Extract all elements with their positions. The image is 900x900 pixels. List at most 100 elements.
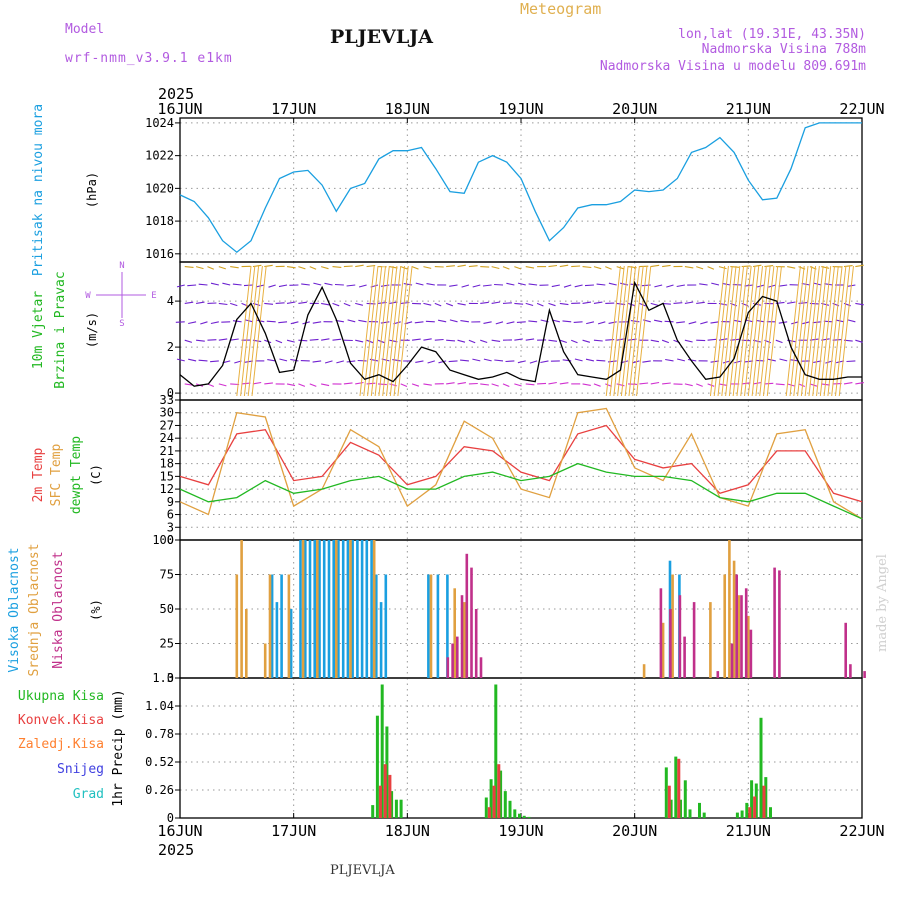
wind-arrow <box>775 339 783 344</box>
bar <box>375 715 379 818</box>
wind-arrow <box>184 266 194 268</box>
y-tick-label: 0 <box>167 386 174 400</box>
wind-arrow <box>472 358 481 362</box>
bar <box>730 643 734 678</box>
wind-arrow <box>661 339 669 344</box>
wind-arrow <box>343 302 351 307</box>
wind-arrow <box>355 381 364 385</box>
wind-arrow <box>506 282 515 286</box>
wind-arrow <box>855 382 864 385</box>
wind-gust-arrow <box>823 265 839 397</box>
wind-arrow <box>688 321 697 325</box>
wind-gust-arrow <box>393 265 409 397</box>
y-tick-label: 33 <box>160 393 174 407</box>
wind-arrow <box>843 265 853 268</box>
wind-arrow <box>252 381 262 385</box>
y-tick-label: 1018 <box>145 214 174 228</box>
wind-arrow <box>517 282 526 286</box>
wind-arrow <box>425 320 435 323</box>
bar <box>716 671 720 678</box>
wind-arrow <box>802 321 811 325</box>
bar <box>659 588 663 678</box>
wind-arrow <box>855 264 864 268</box>
x-tick-label-bottom: 17JUN <box>271 822 316 840</box>
wind-label-2: Brzina i Pravac <box>53 271 68 388</box>
wind-arrow <box>673 302 683 304</box>
wind-gust-arrow <box>613 265 629 397</box>
wind-arrow <box>593 301 603 304</box>
wind-arrow <box>514 266 522 270</box>
wind-gust-arrow <box>620 265 637 397</box>
wind-gust-arrow <box>240 265 256 397</box>
bar <box>479 657 483 678</box>
wind-arrow <box>605 266 612 270</box>
wind-arrow <box>684 339 693 343</box>
y-tick-label: 0 <box>167 671 174 685</box>
bar <box>740 595 743 678</box>
y-tick-label: 25 <box>160 637 174 651</box>
bar <box>394 799 398 818</box>
wind-arrow <box>666 284 674 288</box>
wind-arrow <box>846 360 856 363</box>
wind-arrow <box>843 382 853 385</box>
y-tick-label: 0.52 <box>145 755 174 769</box>
wind-arrow <box>495 321 504 325</box>
bar <box>764 777 768 818</box>
temp-label-2: SFC Temp <box>49 444 64 507</box>
wind-gust-arrow <box>827 265 843 397</box>
wind-arrow <box>676 321 685 324</box>
bar <box>677 758 681 818</box>
wind-gust-arrow <box>363 265 379 397</box>
bar <box>732 560 736 678</box>
temp-label-3: dewpt Temp <box>69 436 84 514</box>
wind-arrow <box>320 266 329 270</box>
bar <box>346 540 350 678</box>
bar <box>388 774 392 818</box>
wind-arrow <box>438 360 447 364</box>
wind-arrow <box>460 359 469 362</box>
bar <box>735 574 738 678</box>
y-tick-label: 4 <box>167 294 174 308</box>
bar <box>723 574 726 678</box>
y-tick-label: 21 <box>160 444 174 458</box>
wind-arrow <box>525 302 534 307</box>
wind-arrow <box>687 358 697 362</box>
y-tick-label: 50 <box>160 602 174 616</box>
wind-arrow <box>696 301 705 304</box>
bar <box>235 574 239 678</box>
wind-arrow <box>525 266 535 269</box>
bar <box>446 657 450 678</box>
bar <box>280 574 283 678</box>
bar <box>383 764 387 818</box>
wind-arrow <box>491 383 499 387</box>
series-line <box>179 407 863 520</box>
wind-gust-arrow <box>359 265 375 397</box>
wind-arrow <box>400 383 408 388</box>
elevation-text: Nadmorska Visina 788m <box>702 42 867 57</box>
temp-label-1: 2m Temp <box>31 447 46 502</box>
wind-arrow <box>290 358 299 362</box>
bar <box>698 802 701 818</box>
wind-arrow <box>448 360 458 363</box>
bar <box>349 540 352 678</box>
wind-arrow <box>298 266 306 270</box>
bar <box>378 785 382 818</box>
wind-arrow <box>480 301 489 304</box>
bar <box>489 779 493 818</box>
wind-arrow <box>665 358 674 362</box>
bar <box>429 574 433 678</box>
wind-arrow <box>584 284 594 287</box>
y-tick-label: 2 <box>167 340 174 354</box>
bar <box>337 540 340 678</box>
y-tick-label: 1022 <box>145 149 174 163</box>
wind-arrow <box>559 264 569 268</box>
bar <box>341 540 345 678</box>
x-tick-label-top: 16JUN <box>157 100 202 118</box>
wind-arrow <box>650 302 659 306</box>
wind-gust-arrow <box>236 265 252 397</box>
wind-arrow <box>483 358 492 362</box>
wind-arrow <box>437 319 447 323</box>
wind-arrow <box>264 382 273 385</box>
wind-arrow <box>198 283 208 286</box>
plot-area: 1016101810201022102402403691215182124273… <box>145 100 884 840</box>
